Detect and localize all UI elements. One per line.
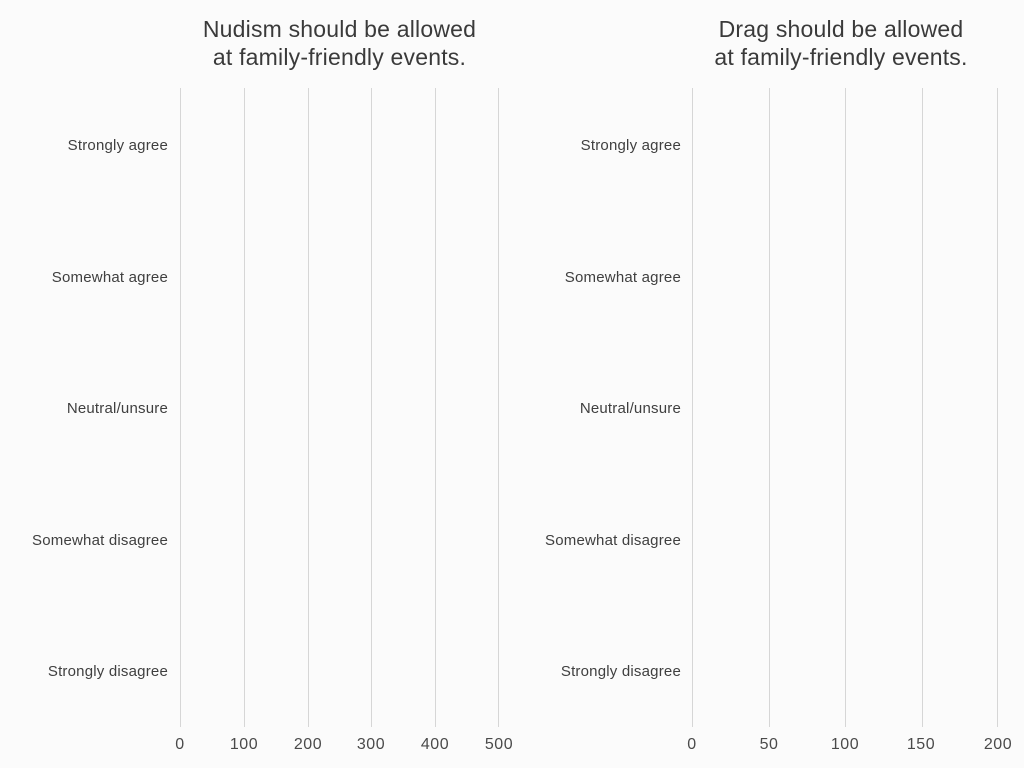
y-axis-label-strongly-disagree: Strongly disagree	[560, 663, 681, 680]
gridline-50	[768, 88, 770, 727]
x-tick-label: 300	[356, 736, 386, 753]
x-tick-label: 400	[420, 736, 450, 753]
y-axis-label-neutral-unsure: Neutral/unsure	[579, 400, 681, 417]
gridline-0	[180, 88, 181, 727]
gridline-150	[921, 88, 923, 727]
y-axis-label-neutral-unsure: Neutral/unsure	[66, 400, 168, 417]
y-axis-label-somewhat-agree: Somewhat agree	[51, 269, 168, 286]
y-axis-label-strongly-agree: Strongly agree	[67, 137, 168, 154]
y-axis-label-strongly-disagree: Strongly disagree	[47, 663, 168, 680]
x-tick-label: 200	[983, 736, 1013, 753]
gridline-200	[997, 88, 998, 727]
y-axis-label-somewhat-agree: Somewhat agree	[564, 269, 681, 286]
gridline-300	[371, 88, 373, 727]
gridline-500	[498, 88, 499, 727]
x-tick-label: 0	[175, 736, 185, 753]
chart-title-line1: Nudism should be allowed	[202, 16, 477, 42]
chart-title-nudism: Nudism should be allowed at family-frien…	[180, 15, 499, 71]
chart-title-line2: at family-friendly events.	[212, 44, 467, 70]
gridline-0	[692, 88, 693, 727]
gridline-100	[243, 88, 245, 727]
chart-title-line2: at family-friendly events.	[714, 44, 968, 70]
plot-area-nudism	[180, 88, 499, 727]
x-tick-label: 100	[229, 736, 259, 753]
y-axis-label-somewhat-disagree: Somewhat disagree	[32, 532, 168, 549]
x-tick-label: 500	[484, 736, 514, 753]
gridline-200	[307, 88, 309, 727]
x-tick-label: 200	[293, 736, 323, 753]
x-tick-label: 150	[906, 736, 936, 753]
x-tick-label: 100	[830, 736, 860, 753]
chart-title-drag: Drag should be allowed at family-friendl…	[686, 15, 996, 71]
plot-area-drag	[692, 88, 998, 727]
chart-title-line1: Drag should be allowed	[718, 16, 964, 42]
x-tick-label: 0	[687, 736, 697, 753]
y-axis-label-strongly-agree: Strongly agree	[580, 137, 681, 154]
gridline-400	[435, 88, 437, 727]
y-axis-label-somewhat-disagree: Somewhat disagree	[545, 532, 681, 549]
gridline-100	[845, 88, 846, 727]
x-tick-label: 50	[759, 736, 779, 753]
